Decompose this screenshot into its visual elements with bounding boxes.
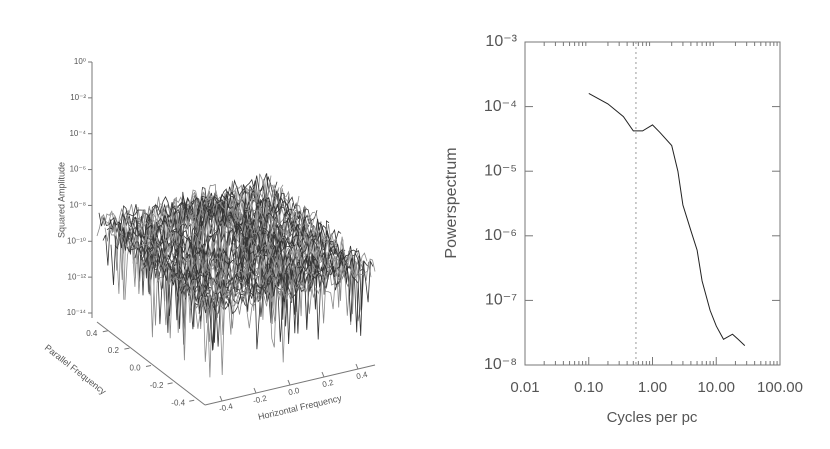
x-tick-label: -0.4 xyxy=(218,402,234,414)
x-tick-label: 0.01 xyxy=(510,379,539,396)
y-tick-label: 0.2 xyxy=(108,346,120,355)
z-tick-label: 10⁰ xyxy=(74,57,86,66)
x-tick-label: 0.10 xyxy=(574,379,603,396)
y-tick-label: 10⁻⁶ xyxy=(484,227,517,244)
y-tick-label: -0.4 xyxy=(171,398,185,407)
z-tick-label: 10⁻⁴ xyxy=(69,129,86,138)
x-tick-label: 0.4 xyxy=(355,370,368,381)
surface-line xyxy=(148,209,320,290)
surface-line xyxy=(118,190,290,252)
y-tick-label: 10⁻⁸ xyxy=(484,356,517,373)
z-tick-label: 10⁻⁶ xyxy=(70,165,86,174)
y-axis-label: Parallel Frequency xyxy=(43,342,109,396)
surface-line xyxy=(134,195,306,290)
x-tick xyxy=(219,395,223,402)
x-tick-label: 100.00 xyxy=(757,379,803,396)
y-tick xyxy=(189,399,195,402)
x-axis-label: Cycles per pc xyxy=(607,409,698,426)
x-tick-label: 0.2 xyxy=(321,378,334,389)
y-tick xyxy=(145,365,152,367)
x-tick xyxy=(355,363,359,370)
x-tick-label: 1.00 xyxy=(638,379,667,396)
surface-line xyxy=(150,214,322,287)
z-tick-label: 10⁻¹⁰ xyxy=(67,236,86,245)
data-line xyxy=(588,92,746,346)
z-axis-label: Squared Amplitude xyxy=(56,162,66,238)
x-tick-label: 0.0 xyxy=(287,386,300,397)
y-tick-label: 10⁻⁵ xyxy=(484,162,517,179)
z-tick-label: 10⁻⁸ xyxy=(70,201,87,210)
z-tick-label: 10⁻¹⁴ xyxy=(67,308,87,317)
surface-line xyxy=(144,203,316,338)
x-tick xyxy=(287,379,291,386)
surface-line xyxy=(204,258,376,378)
x-tick-label: 10.00 xyxy=(697,379,735,396)
x-tick xyxy=(321,371,325,378)
x-tick xyxy=(253,387,257,394)
y-tick-label: 0.0 xyxy=(129,364,141,373)
y-tick xyxy=(167,382,173,385)
surface-line xyxy=(170,230,342,304)
y-axis xyxy=(96,321,206,406)
surface-line xyxy=(188,250,360,335)
surface-line xyxy=(130,196,302,291)
plot-frame xyxy=(524,41,781,366)
y-tick-label: 0.4 xyxy=(86,329,98,338)
y-tick-label: 10⁻⁷ xyxy=(485,292,517,309)
surface-line xyxy=(202,260,374,350)
y-tick xyxy=(102,330,108,333)
surface-line xyxy=(98,173,270,270)
y-tick-label: -0.2 xyxy=(150,381,164,390)
y-tick xyxy=(124,347,130,350)
x-tick-label: -0.2 xyxy=(252,394,268,406)
x-axis-label: Horizontal Frequency xyxy=(257,393,343,422)
y-tick-label: 10⁻³ xyxy=(485,33,517,50)
y-tick-label: 10⁻⁴ xyxy=(484,98,517,115)
surface-line xyxy=(166,228,338,330)
y-axis-label: Powerspectrum xyxy=(443,147,460,258)
z-tick-label: 10⁻² xyxy=(70,93,86,102)
z-tick-label: 10⁻¹² xyxy=(68,272,87,281)
